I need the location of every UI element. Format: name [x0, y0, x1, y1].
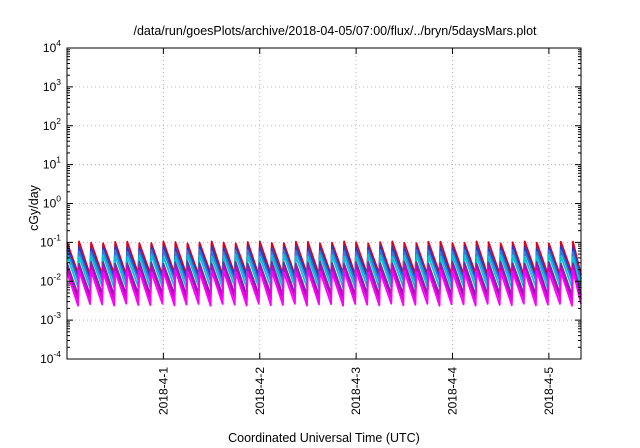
x-tick-label: 2018-4-3	[349, 367, 363, 415]
x-axis: 2018-4-1 2018-4-2 2018-4-3 2018-4-4 2018-4-5	[156, 48, 556, 415]
y-tick-label: 10-4	[40, 349, 61, 366]
x-tick-label: 2018-4-2	[253, 367, 267, 415]
series-line	[66, 260, 582, 297]
series-line	[66, 240, 582, 277]
series-group	[66, 240, 582, 307]
series-line	[66, 254, 582, 290]
y-tick-label: 10-2	[40, 271, 61, 288]
series-line	[66, 245, 582, 281]
y-tick-label: 104	[43, 38, 61, 55]
series-line	[66, 264, 582, 301]
x-tick-label: 2018-4-5	[542, 367, 556, 415]
y-tick-label: 10-3	[40, 310, 61, 327]
x-tick-label: 2018-4-4	[446, 367, 460, 415]
y-tick-label: 100	[43, 194, 61, 211]
plot-frame	[66, 47, 582, 360]
x-tick-label: 2018-4-1	[156, 367, 170, 415]
series-line	[66, 269, 582, 307]
y-axis-label: cGy/day	[27, 184, 41, 231]
y-tick-label: 102	[43, 116, 61, 133]
x-axis-label: Coordinated Universal Time (UTC)	[228, 431, 420, 445]
y-tick-label: 10-1	[40, 232, 61, 249]
chart-title: /data/run/goesPlots/archive/2018-04-05/0…	[133, 24, 537, 38]
series-line	[66, 249, 582, 284]
grid	[67, 48, 581, 359]
y-tick-label: 101	[43, 155, 61, 172]
y-tick-label: 103	[43, 77, 61, 94]
